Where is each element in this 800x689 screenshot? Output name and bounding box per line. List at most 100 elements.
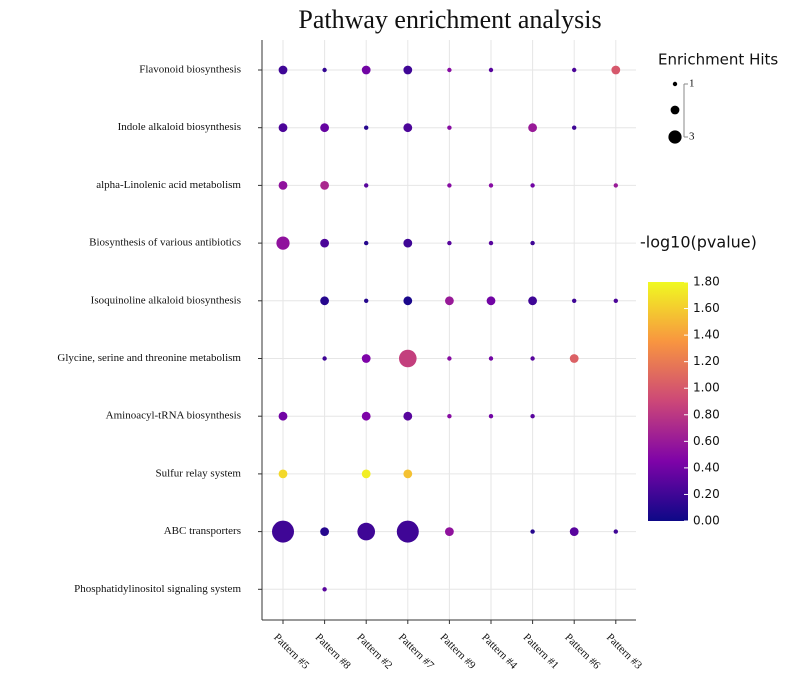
dot (530, 529, 535, 534)
dot (569, 354, 579, 363)
dot (320, 181, 329, 190)
dot (488, 356, 494, 361)
dot (361, 469, 371, 479)
y-tick-label: Indole alkaloid biosynthesis (118, 121, 241, 133)
dot (361, 65, 371, 75)
dot (364, 240, 369, 246)
dot (613, 529, 618, 534)
y-tick-label: Biosynthesis of various antibiotics (89, 237, 241, 249)
size-legend-label: 3 (689, 131, 695, 143)
dot (399, 349, 417, 368)
size-legend-label: 1 (689, 78, 695, 90)
dot (447, 125, 452, 130)
dot (278, 411, 288, 421)
dot (320, 123, 329, 133)
y-tick-label: Isoquinoline alkaloid biosynthesis (91, 294, 241, 306)
dot (447, 356, 452, 361)
dot (361, 354, 371, 363)
dot (272, 520, 294, 543)
y-tick-label: alpha-Linolenic acid metabolism (96, 179, 241, 191)
dot (403, 238, 413, 248)
dot (488, 240, 494, 246)
dot (320, 296, 329, 306)
chart-title: Pathway enrichment analysis (298, 5, 601, 34)
dot (447, 67, 452, 73)
dot (572, 298, 577, 303)
dot (528, 123, 537, 133)
y-tick-label: Aminoacyl-tRNA biosynthesis (106, 410, 241, 422)
dot (447, 183, 452, 188)
dot (403, 296, 413, 306)
dot (613, 183, 618, 188)
dot (530, 240, 535, 246)
dot (447, 240, 452, 246)
dot (403, 123, 413, 133)
x-tick-label: Pattern #9 (437, 631, 478, 672)
x-tick-label: Pattern #1 (521, 631, 561, 671)
x-tick-label: Pattern #2 (354, 631, 394, 671)
dot (278, 181, 288, 190)
y-tick-label: Glycine, serine and threonine metabolism (57, 352, 241, 364)
x-tick-label: Pattern #3 (604, 631, 645, 672)
dot (322, 356, 327, 361)
dot (276, 236, 290, 250)
dot (396, 520, 419, 543)
colorbar-tick-label: 0.20 (693, 487, 720, 501)
colorbar-tick-label: 0.80 (693, 407, 720, 421)
dot (278, 469, 288, 479)
dot (611, 65, 621, 75)
dot (530, 414, 535, 419)
y-tick-label: ABC transporters (164, 525, 241, 537)
colorbar-tick-label: 1.00 (693, 381, 720, 395)
x-tick-label: Pattern #8 (313, 631, 354, 672)
color-legend-title: -log10(pvalue) (640, 233, 757, 252)
dot (322, 67, 327, 73)
dot (361, 411, 371, 421)
colorbar-tick-label: 0.60 (693, 434, 720, 448)
dot (569, 527, 579, 536)
colorbar-tick-label: 1.40 (693, 328, 720, 342)
dot (403, 65, 413, 75)
colorbar-tick-label: 1.80 (693, 275, 720, 289)
dot (572, 67, 577, 73)
colorbar-tick-label: 1.60 (693, 301, 720, 315)
dot (403, 411, 413, 421)
y-tick-label: Phosphatidylinositol signaling system (74, 583, 241, 595)
dot (364, 125, 369, 130)
dot (278, 65, 288, 75)
size-legend-dot (670, 105, 680, 115)
size-legend-title: Enrichment Hits (658, 51, 778, 69)
size-legend-dot (668, 130, 682, 144)
dot (530, 356, 535, 361)
dot (447, 414, 452, 419)
dot (364, 298, 369, 303)
colorbar-tick-label: 0.40 (693, 460, 720, 474)
dot (486, 296, 496, 306)
x-tick-label: Pattern #7 (396, 631, 437, 672)
dot (488, 183, 494, 188)
dot (322, 587, 327, 592)
dot (320, 527, 329, 536)
dot (445, 296, 454, 306)
dot (403, 469, 413, 479)
dot (320, 238, 329, 248)
dot (278, 123, 288, 133)
dot (357, 522, 376, 541)
dot (364, 183, 369, 188)
dot (530, 183, 535, 188)
dot (488, 414, 494, 419)
x-tick-label: Pattern #4 (479, 631, 520, 672)
dot (572, 125, 577, 130)
colorbar-tick-label: 0.00 (693, 514, 720, 528)
colorbar-tick-label: 1.20 (693, 354, 720, 368)
x-tick-label: Pattern #5 (271, 631, 312, 672)
dot (528, 296, 537, 306)
dot (445, 527, 454, 536)
dot (488, 67, 494, 73)
y-tick-label: Flavonoid biosynthesis (139, 64, 241, 76)
y-tick-label: Sulfur relay system (155, 467, 241, 479)
x-tick-label: Pattern #6 (562, 631, 603, 672)
dot (613, 298, 618, 303)
size-legend-dot (672, 81, 678, 87)
